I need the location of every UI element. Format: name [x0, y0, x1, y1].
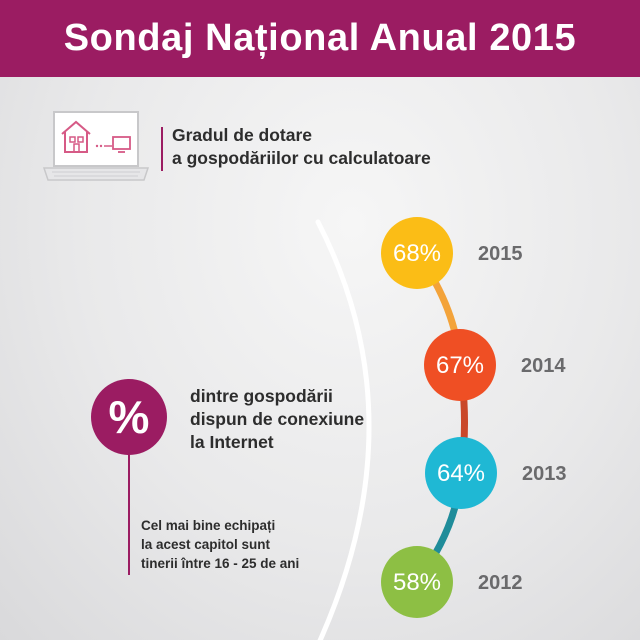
value-circle-2015 [381, 217, 453, 289]
year-label-2014: 2014 [521, 355, 566, 377]
percent-symbol: % [108, 391, 150, 443]
year-label-2015: 2015 [478, 243, 523, 265]
connection-dots-icon [95, 144, 112, 148]
house-icon [61, 120, 91, 153]
intro-line-1: Gradul de dotare [172, 125, 313, 145]
stat-line-2: dispun de conexiune [190, 409, 365, 429]
value-circle-2014 [424, 329, 496, 401]
stat-line-1: dintre gospodării [190, 386, 333, 406]
tv-icon [112, 136, 131, 153]
value-label-2014: 67% [436, 352, 484, 379]
stat-text: dintre gospodării dispun de conexiune la… [190, 385, 410, 454]
note-line-2: la acest capitol sunt [141, 537, 271, 552]
percent-badge: % [91, 379, 167, 455]
note-line-1: Cel mai bine echipați [141, 518, 276, 533]
year-label-2012: 2012 [478, 572, 523, 594]
value-label-2015: 68% [393, 240, 441, 267]
year-label-2013: 2013 [522, 463, 567, 485]
badge-stem-line [128, 455, 130, 575]
page-title: Sondaj Național Anual 2015 [63, 17, 577, 59]
laptop-icon [42, 111, 150, 181]
intro-line-2: a gospodăriilor cu calculatoare [172, 148, 431, 168]
intro-divider [161, 127, 163, 171]
value-label-2012: 58% [393, 569, 441, 596]
note-line-3: tinerii între 16 - 25 de ani [141, 556, 300, 571]
note-text: Cel mai bine echipați la acest capitol s… [141, 516, 371, 573]
stat-line-3: la Internet [190, 432, 274, 452]
value-circle-2013 [425, 437, 497, 509]
header-banner: Sondaj Național Anual 2015 [0, 0, 640, 77]
intro-text: Gradul de dotare a gospodăriilor cu calc… [172, 124, 472, 170]
value-label-2013: 64% [437, 460, 485, 487]
value-circle-2012 [381, 546, 453, 618]
